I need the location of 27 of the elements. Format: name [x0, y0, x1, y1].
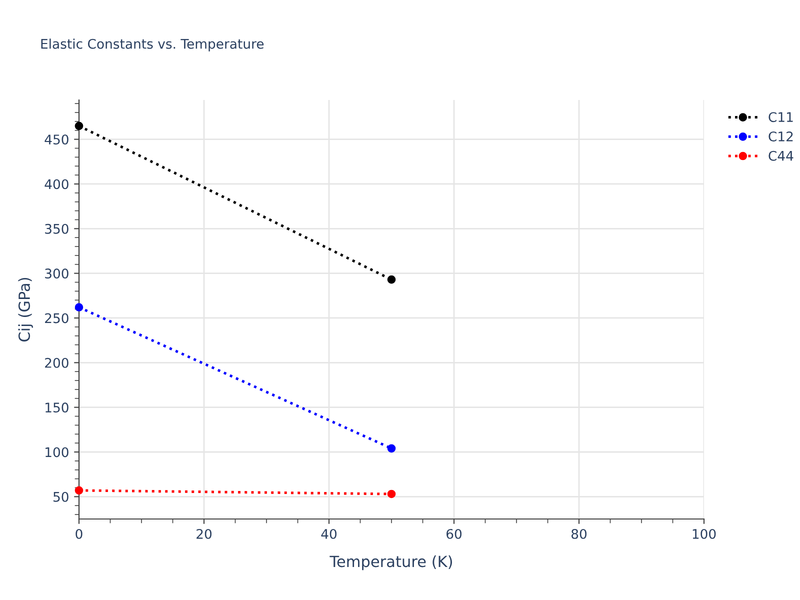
y-tick-label: 50: [54, 492, 68, 502]
x-tick-label: 20: [196, 528, 212, 539]
y-tick-label: 100: [46, 447, 68, 458]
y-tick-label: 350: [45, 224, 68, 234]
legend-label: C12: [768, 131, 793, 142]
x-tick-label: 60: [446, 528, 462, 539]
y-tick-label: 300: [45, 268, 68, 279]
x-tick-label: 100: [692, 528, 716, 539]
x-tick-label: 40: [321, 528, 337, 539]
point: [387, 490, 396, 498]
point: [387, 444, 396, 453]
x-tick-label: 0: [76, 528, 82, 539]
y-tick-label: 450: [44, 134, 68, 145]
point: [74, 122, 84, 130]
chart-title: Elastic Constants vs. Temperature: [41, 38, 264, 52]
y-axis-title: Cij (GPa): [18, 278, 33, 342]
x-tick-label: 80: [572, 528, 587, 539]
y-tick-label: 250: [45, 313, 68, 324]
y-tick-label: 400: [44, 179, 68, 190]
legend-label: C11: [768, 112, 793, 122]
y-tick-label: 200: [45, 358, 68, 368]
point: [74, 303, 84, 312]
point: [387, 275, 396, 284]
legend-label: C44: [768, 150, 794, 161]
point: [74, 486, 84, 495]
y-tick-label: 150: [46, 402, 68, 413]
x-axis-title: Temperature (K): [330, 555, 452, 570]
